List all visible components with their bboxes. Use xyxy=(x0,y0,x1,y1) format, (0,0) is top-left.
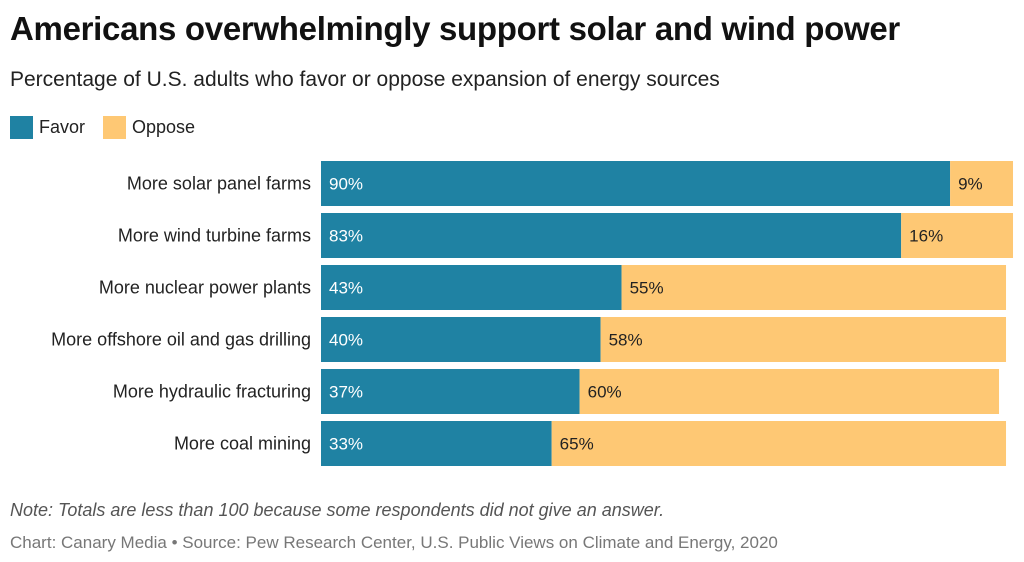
legend-item-favor: Favor xyxy=(10,116,85,139)
bar-oppose xyxy=(600,317,1007,362)
legend-swatch-favor xyxy=(10,116,33,139)
bar-favor xyxy=(321,317,601,362)
bar-favor xyxy=(321,213,902,258)
bar-favor xyxy=(321,161,951,206)
category-label: More wind turbine farms xyxy=(118,226,311,246)
legend: Favor Oppose xyxy=(10,116,213,139)
data-label-favor: 37% xyxy=(329,383,363,402)
data-label-favor: 43% xyxy=(329,279,363,298)
category-label: More offshore oil and gas drilling xyxy=(51,330,311,350)
category-label: More nuclear power plants xyxy=(99,278,311,298)
data-label-favor: 40% xyxy=(329,331,363,350)
bar-oppose xyxy=(551,421,1007,466)
legend-swatch-oppose xyxy=(103,116,127,139)
chart-source: Chart: Canary Media • Source: Pew Resear… xyxy=(10,533,778,552)
chart-note: Note: Totals are less than 100 because s… xyxy=(10,500,665,520)
bar-oppose xyxy=(621,265,1007,310)
chart-title: Americans overwhelmingly support solar a… xyxy=(10,10,900,47)
data-label-favor: 33% xyxy=(329,435,363,454)
bar-oppose xyxy=(950,161,1014,206)
data-label-oppose: 16% xyxy=(909,227,943,246)
legend-label-favor: Favor xyxy=(39,117,86,137)
data-label-oppose: 55% xyxy=(630,279,664,298)
chart-subtitle: Percentage of U.S. adults who favor or o… xyxy=(10,68,720,91)
category-label: More solar panel farms xyxy=(127,174,311,194)
data-label-oppose: 65% xyxy=(560,435,594,454)
data-label-favor: 90% xyxy=(329,175,363,194)
data-label-favor: 83% xyxy=(329,227,363,246)
data-label-oppose: 60% xyxy=(588,383,622,402)
legend-item-oppose: Oppose xyxy=(103,116,195,139)
category-label: More hydraulic fracturing xyxy=(113,382,311,402)
data-label-oppose: 58% xyxy=(609,331,643,350)
bar-favor xyxy=(321,421,552,466)
bar-oppose xyxy=(579,369,1000,414)
legend-label-oppose: Oppose xyxy=(132,117,196,137)
bar-oppose xyxy=(901,213,1014,258)
bar-chart: More solar panel farms 90% 9% More wind tur… xyxy=(51,161,1014,466)
bar-favor xyxy=(321,265,622,310)
bar-favor xyxy=(321,369,580,414)
data-label-oppose: 9% xyxy=(958,175,983,194)
category-label: More coal mining xyxy=(174,434,311,454)
